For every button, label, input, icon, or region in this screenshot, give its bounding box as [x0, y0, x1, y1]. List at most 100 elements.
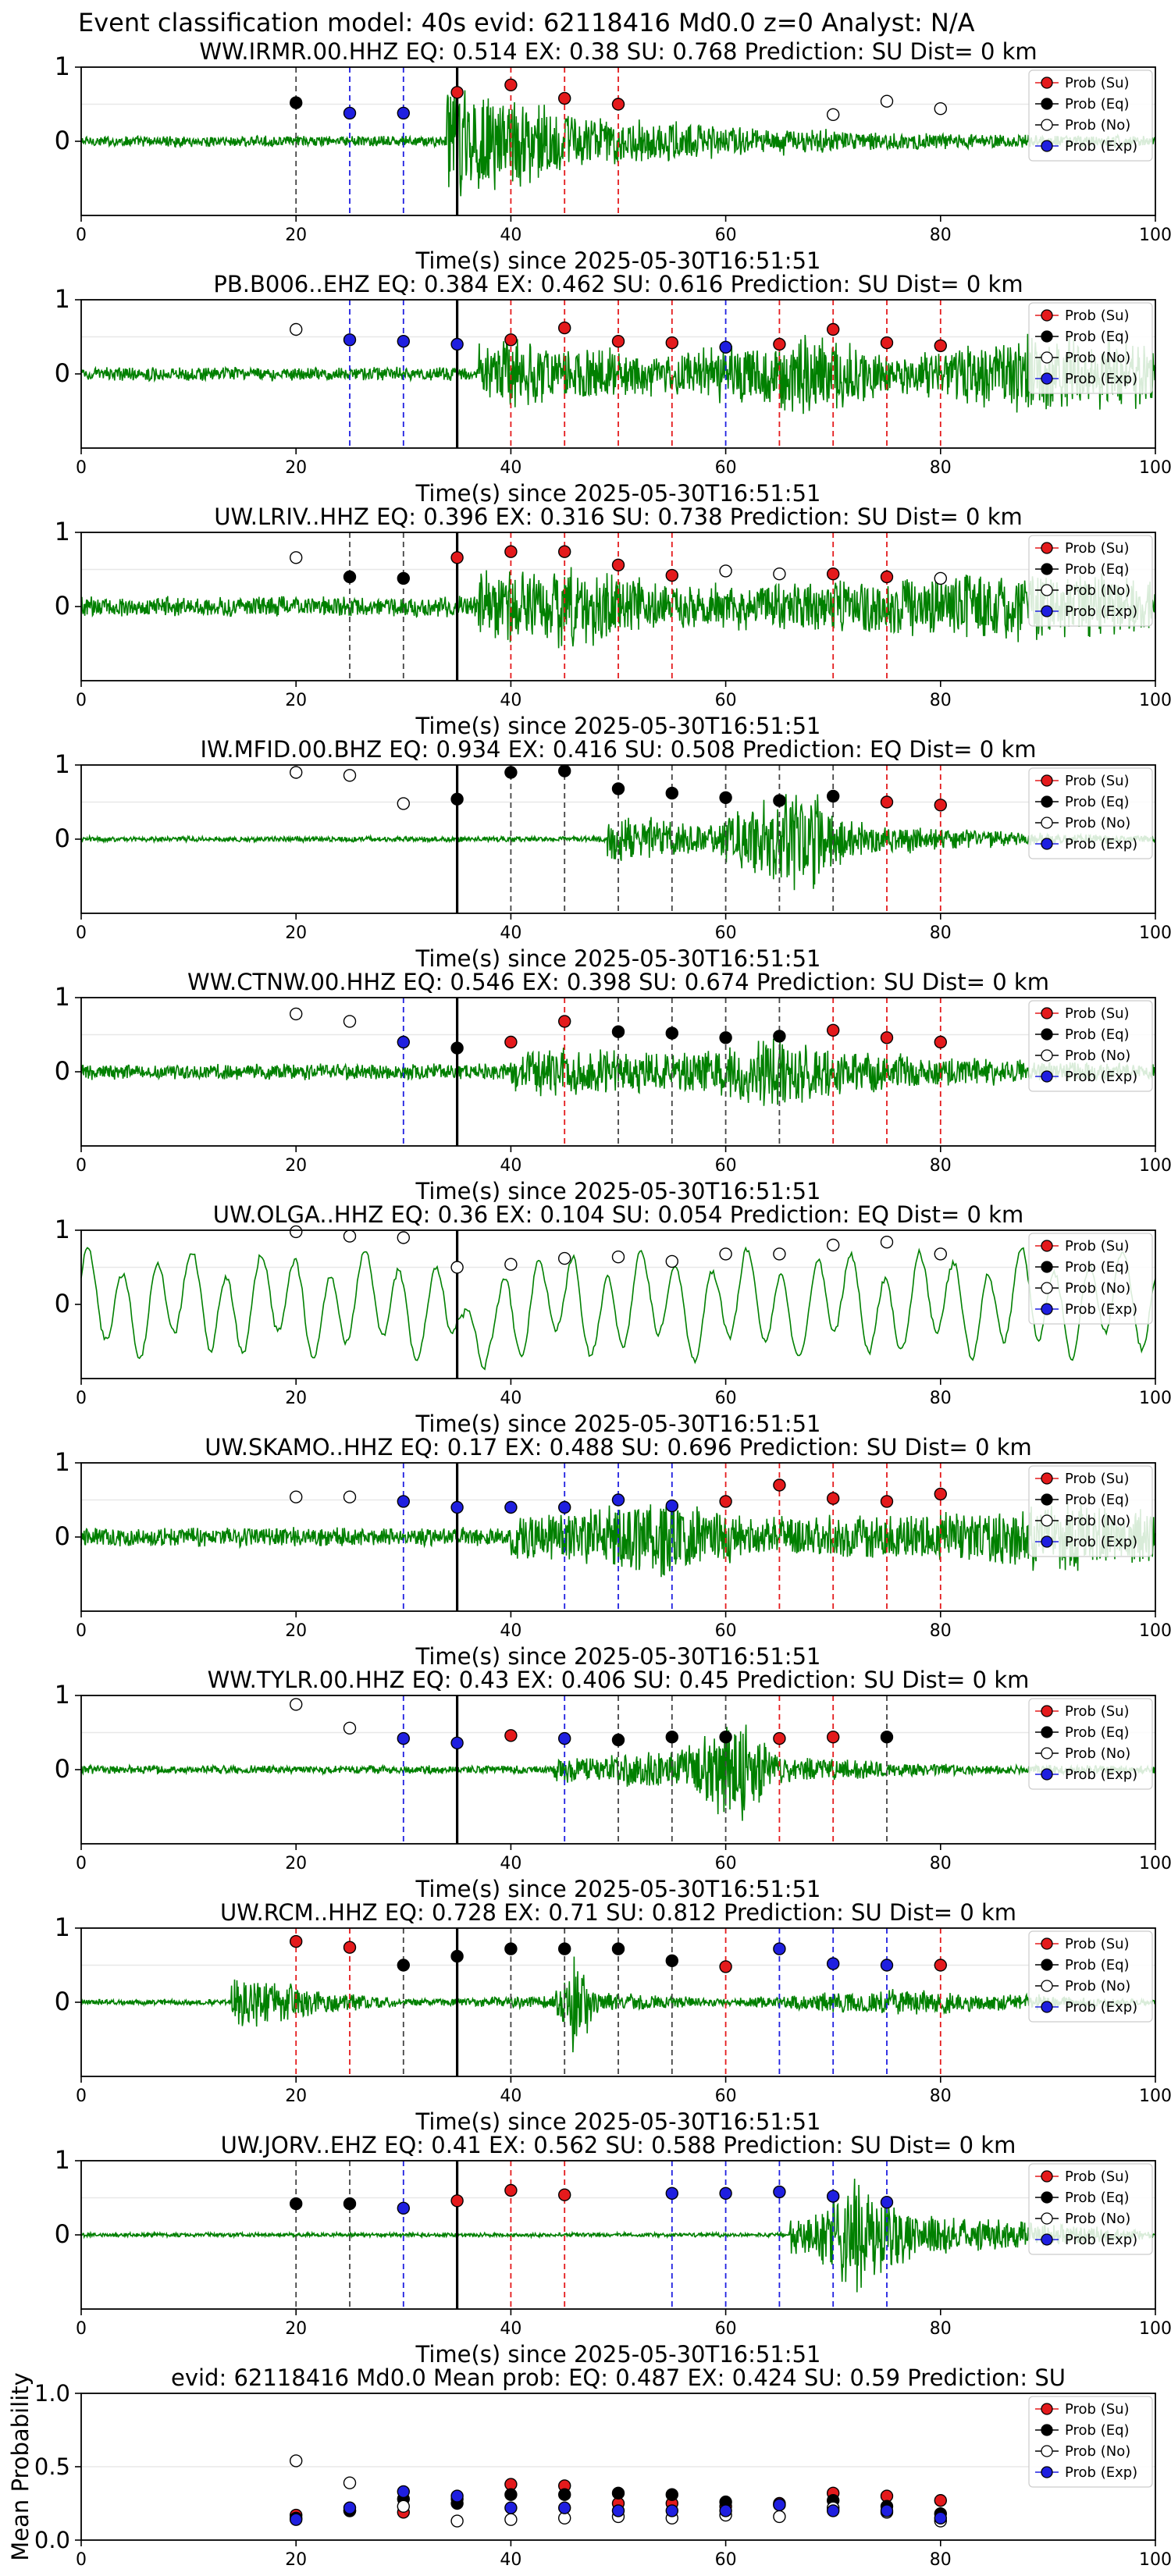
prob-point-eq: [450, 1949, 464, 1963]
legend-label-su: Prob (Su): [1065, 308, 1130, 324]
prob-point-exp: [665, 1499, 678, 1513]
legend-marker-su: [1041, 1937, 1053, 1950]
prob-point-eq: [290, 96, 303, 109]
legend-label-su: Prob (Su): [1065, 1703, 1130, 1720]
prob-point-eq: [397, 571, 410, 585]
legend: Prob (Su) Prob (Eq) Prob (No) Prob (Exp): [1028, 1465, 1153, 1557]
x-tick-label: 80: [930, 2319, 952, 2339]
prob-point-su: [934, 1035, 948, 1049]
y-tick-label: 0.5: [34, 2453, 70, 2480]
x-tick-label: 60: [715, 2319, 737, 2339]
legend-label-su: Prob (Su): [1065, 1005, 1130, 1022]
prob-point-exp: [290, 2513, 303, 2526]
y-tick-label: 0: [55, 1289, 70, 1318]
panel-9: UW.RCM..HHZ EQ: 0.728 EX: 0.71 SU: 0.812…: [55, 1899, 1171, 2135]
legend: Prob (Su) Prob (Eq) Prob (No) Prob (Exp): [1028, 1930, 1153, 2023]
prob-point-no: [826, 1238, 840, 1252]
legend-marker-no: [1041, 1980, 1053, 1992]
panel-2: PB.B006..EHZ EQ: 0.384 EX: 0.462 SU: 0.6…: [55, 271, 1171, 507]
prob-point-su: [665, 336, 678, 350]
legend-label-su: Prob (Su): [1065, 1936, 1130, 1952]
legend-label-eq: Prob (Eq): [1065, 2422, 1130, 2439]
x-tick-label: 100: [1139, 2087, 1171, 2106]
legend: Prob (Su) Prob (Eq) Prob (No) Prob (Exp): [1028, 535, 1153, 627]
legend-marker-eq: [1041, 2424, 1053, 2436]
y-tick-label: 1: [55, 1912, 70, 1942]
legend-label-exp: Prob (Exp): [1065, 371, 1137, 387]
prob-point-exp: [934, 2511, 948, 2525]
x-tick-label: 60: [715, 2087, 737, 2106]
legend-box: [1028, 2396, 1153, 2488]
prob-point-su: [665, 568, 678, 582]
legend-marker-exp: [1041, 140, 1053, 152]
legend-marker-eq: [1041, 1028, 1053, 1041]
legend-box: [1028, 1698, 1153, 1790]
legend-label-eq: Prob (Eq): [1065, 1724, 1130, 1741]
prob-point-su: [504, 1035, 518, 1049]
prob-point-no: [665, 1254, 678, 1268]
prob-point-no: [934, 571, 948, 585]
prob-point-no: [397, 1231, 410, 1244]
prob-point-su: [558, 1015, 571, 1028]
prob-point-exp: [611, 1493, 625, 1507]
prob-point-su: [826, 1492, 840, 1505]
prob-point-su: [773, 1478, 786, 1492]
prob-point-eq: [773, 794, 786, 807]
legend-label-eq: Prob (Eq): [1065, 1492, 1130, 1508]
x-tick-label: 20: [285, 458, 307, 478]
y-tick-label: 0: [55, 1056, 70, 1086]
legend-marker-exp: [1041, 1768, 1053, 1781]
x-tick-label: 20: [285, 2319, 307, 2339]
prob-point-no: [290, 1007, 303, 1021]
legend-label-no: Prob (No): [1065, 1513, 1130, 1529]
legend-label-exp: Prob (Exp): [1065, 603, 1137, 620]
panel-6: UW.OLGA..HHZ EQ: 0.36 EX: 0.104 SU: 0.05…: [55, 1201, 1171, 1437]
prob-point-su: [934, 339, 948, 353]
legend-marker-eq: [1041, 563, 1053, 575]
y-axis-label: Mean Probability: [7, 2372, 34, 2561]
prob-point-no: [934, 101, 948, 116]
x-tick-label: 60: [715, 1156, 737, 1176]
y-tick-label: 0: [55, 126, 70, 155]
legend-label-eq: Prob (Eq): [1065, 1957, 1130, 1973]
prob-point-exp: [397, 1731, 410, 1745]
legend-marker-su: [1041, 1240, 1053, 1252]
prob-point-no: [504, 1258, 518, 1271]
legend-box: [1028, 69, 1153, 162]
x-tick-label: 40: [500, 2550, 521, 2570]
x-tick-label: 20: [285, 1156, 307, 1176]
legend-marker-su: [1041, 309, 1053, 322]
prob-point-exp: [719, 2504, 732, 2517]
legend: Prob (Su) Prob (Eq) Prob (No) Prob (Exp): [1028, 767, 1153, 859]
legend-label-exp: Prob (Exp): [1065, 138, 1137, 155]
prob-point-su: [558, 545, 571, 558]
prob-point-exp: [719, 340, 732, 354]
x-tick-label: 0: [76, 1389, 87, 1408]
prob-point-exp: [826, 1957, 840, 1970]
legend-label-no: Prob (No): [1065, 350, 1130, 366]
prob-point-exp: [773, 1942, 786, 1955]
legend-label-exp: Prob (Exp): [1065, 1069, 1137, 1085]
legend-label-exp: Prob (Exp): [1065, 1767, 1137, 1783]
legend-label-exp: Prob (Exp): [1065, 1534, 1137, 1550]
x-axis-label: Time(s) since 2025-05-30T16:51:51: [415, 713, 821, 739]
prob-point-exp: [558, 2501, 571, 2514]
panel-title: WW.TYLR.00.HHZ EQ: 0.43 EX: 0.406 SU: 0.…: [208, 1667, 1030, 1693]
x-tick-label: 0: [76, 1621, 87, 1641]
panel-7: UW.SKAMO..HHZ EQ: 0.17 EX: 0.488 SU: 0.6…: [55, 1434, 1171, 1670]
x-axis-label: Time(s) since 2025-05-30T16:51:51: [415, 2108, 821, 2135]
prob-point-su: [611, 98, 625, 111]
x-tick-label: 0: [76, 458, 87, 478]
legend-marker-su: [1041, 542, 1053, 554]
prob-point-su: [773, 337, 786, 351]
prob-point-eq: [665, 1026, 678, 1040]
legend-label-su: Prob (Su): [1065, 1238, 1130, 1254]
legend-marker-exp: [1041, 2466, 1053, 2478]
prob-point-eq: [504, 766, 518, 779]
x-tick-label: 100: [1139, 1621, 1171, 1641]
x-tick-label: 80: [930, 1156, 952, 1176]
prob-point-no: [290, 2454, 303, 2467]
x-tick-label: 40: [500, 2087, 521, 2106]
prob-point-su: [719, 1960, 732, 1973]
panel-10: UW.JORV..EHZ EQ: 0.41 EX: 0.562 SU: 0.58…: [55, 2132, 1171, 2368]
